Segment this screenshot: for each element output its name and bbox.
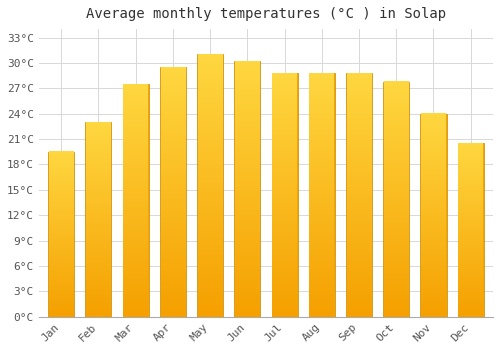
Bar — [420, 114, 446, 317]
Bar — [458, 143, 483, 317]
Bar — [160, 67, 186, 317]
Bar — [48, 152, 74, 317]
Bar — [86, 122, 112, 317]
Bar — [383, 82, 409, 317]
Title: Average monthly temperatures (°C ) in Solap: Average monthly temperatures (°C ) in So… — [86, 7, 446, 21]
Bar — [122, 84, 148, 317]
Bar — [346, 73, 372, 317]
Bar — [197, 55, 223, 317]
Bar — [234, 61, 260, 317]
Bar — [272, 73, 297, 317]
Bar — [308, 73, 335, 317]
